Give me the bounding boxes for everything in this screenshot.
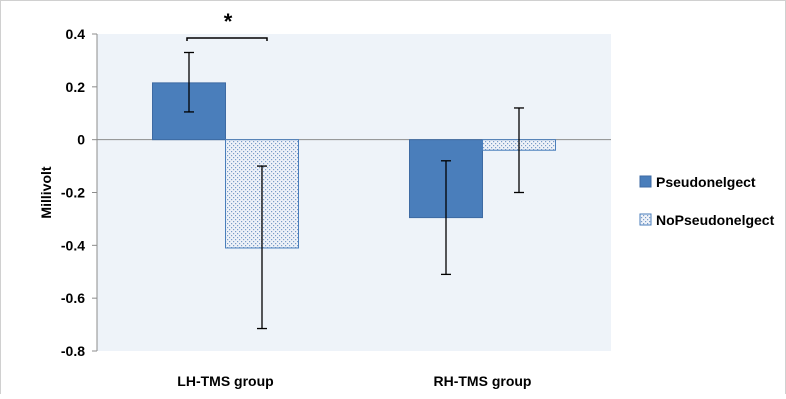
y-tick-label: 0.2: [66, 79, 86, 95]
error-bars: [184, 51, 524, 330]
legend: Pseudonelgect NoPseudonelgect: [639, 174, 775, 228]
legend-swatch-pseudonelgect: [639, 175, 652, 188]
y-tick-label: 0.4: [66, 26, 86, 42]
y-tick-label: -0.2: [61, 185, 85, 201]
y-tick-label: -0.4: [61, 237, 85, 253]
significance-star: *: [224, 9, 233, 34]
x-category-label: LH-TMS group: [177, 373, 273, 389]
y-tick-label: 0: [77, 132, 85, 148]
plot-area: [97, 34, 611, 351]
legend-label-nopseudonelgect: NoPseudonelgect: [656, 212, 775, 228]
axes: 0.4 0.2 0 -0.2 -0.4 -0.6 -0.8 Millivolt LH-TMS g…: [38, 26, 611, 389]
legend-swatch-nopseudonelgect: [639, 213, 652, 226]
significance-bracket: [186, 37, 268, 41]
annotations: *: [186, 9, 268, 41]
y-axis-title: Millivolt: [38, 166, 54, 218]
y-tick-label: -0.6: [61, 290, 85, 306]
x-category-label: RH-TMS group: [434, 373, 532, 389]
y-tick-label: -0.8: [61, 343, 85, 359]
legend-label-pseudonelgect: Pseudonelgect: [656, 174, 756, 190]
